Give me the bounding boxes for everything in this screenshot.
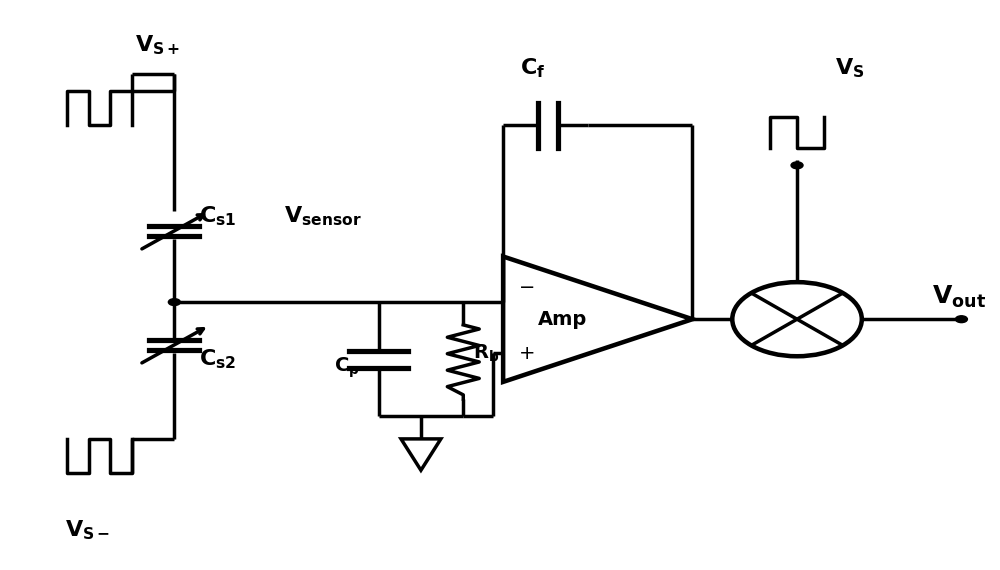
Text: $\mathbf{C_{s2}}$: $\mathbf{C_{s2}}$	[199, 347, 237, 371]
Circle shape	[168, 299, 180, 306]
Text: $\mathbf{C_f}$: $\mathbf{C_f}$	[520, 56, 546, 80]
Circle shape	[791, 162, 803, 169]
Circle shape	[955, 316, 967, 323]
Text: $\mathbf{V_{sensor}}$: $\mathbf{V_{sensor}}$	[284, 205, 362, 228]
Text: $\mathbf{C_{s1}}$: $\mathbf{C_{s1}}$	[199, 205, 237, 229]
Text: $+$: $+$	[518, 344, 534, 363]
Text: $\mathbf{R_b}$: $\mathbf{R_b}$	[473, 343, 500, 364]
Text: $\mathbf{V_S}$: $\mathbf{V_S}$	[835, 56, 864, 80]
Text: $\mathbf{V_{out}}$: $\mathbf{V_{out}}$	[932, 283, 986, 310]
Text: Amp: Amp	[538, 310, 588, 329]
Text: $\mathbf{V_{S+}}$: $\mathbf{V_{S+}}$	[135, 34, 180, 57]
Text: $\mathbf{V_{S-}}$: $\mathbf{V_{S-}}$	[65, 519, 110, 542]
Text: $-$: $-$	[518, 275, 534, 295]
Text: $\mathbf{C_p}$: $\mathbf{C_p}$	[334, 356, 359, 380]
